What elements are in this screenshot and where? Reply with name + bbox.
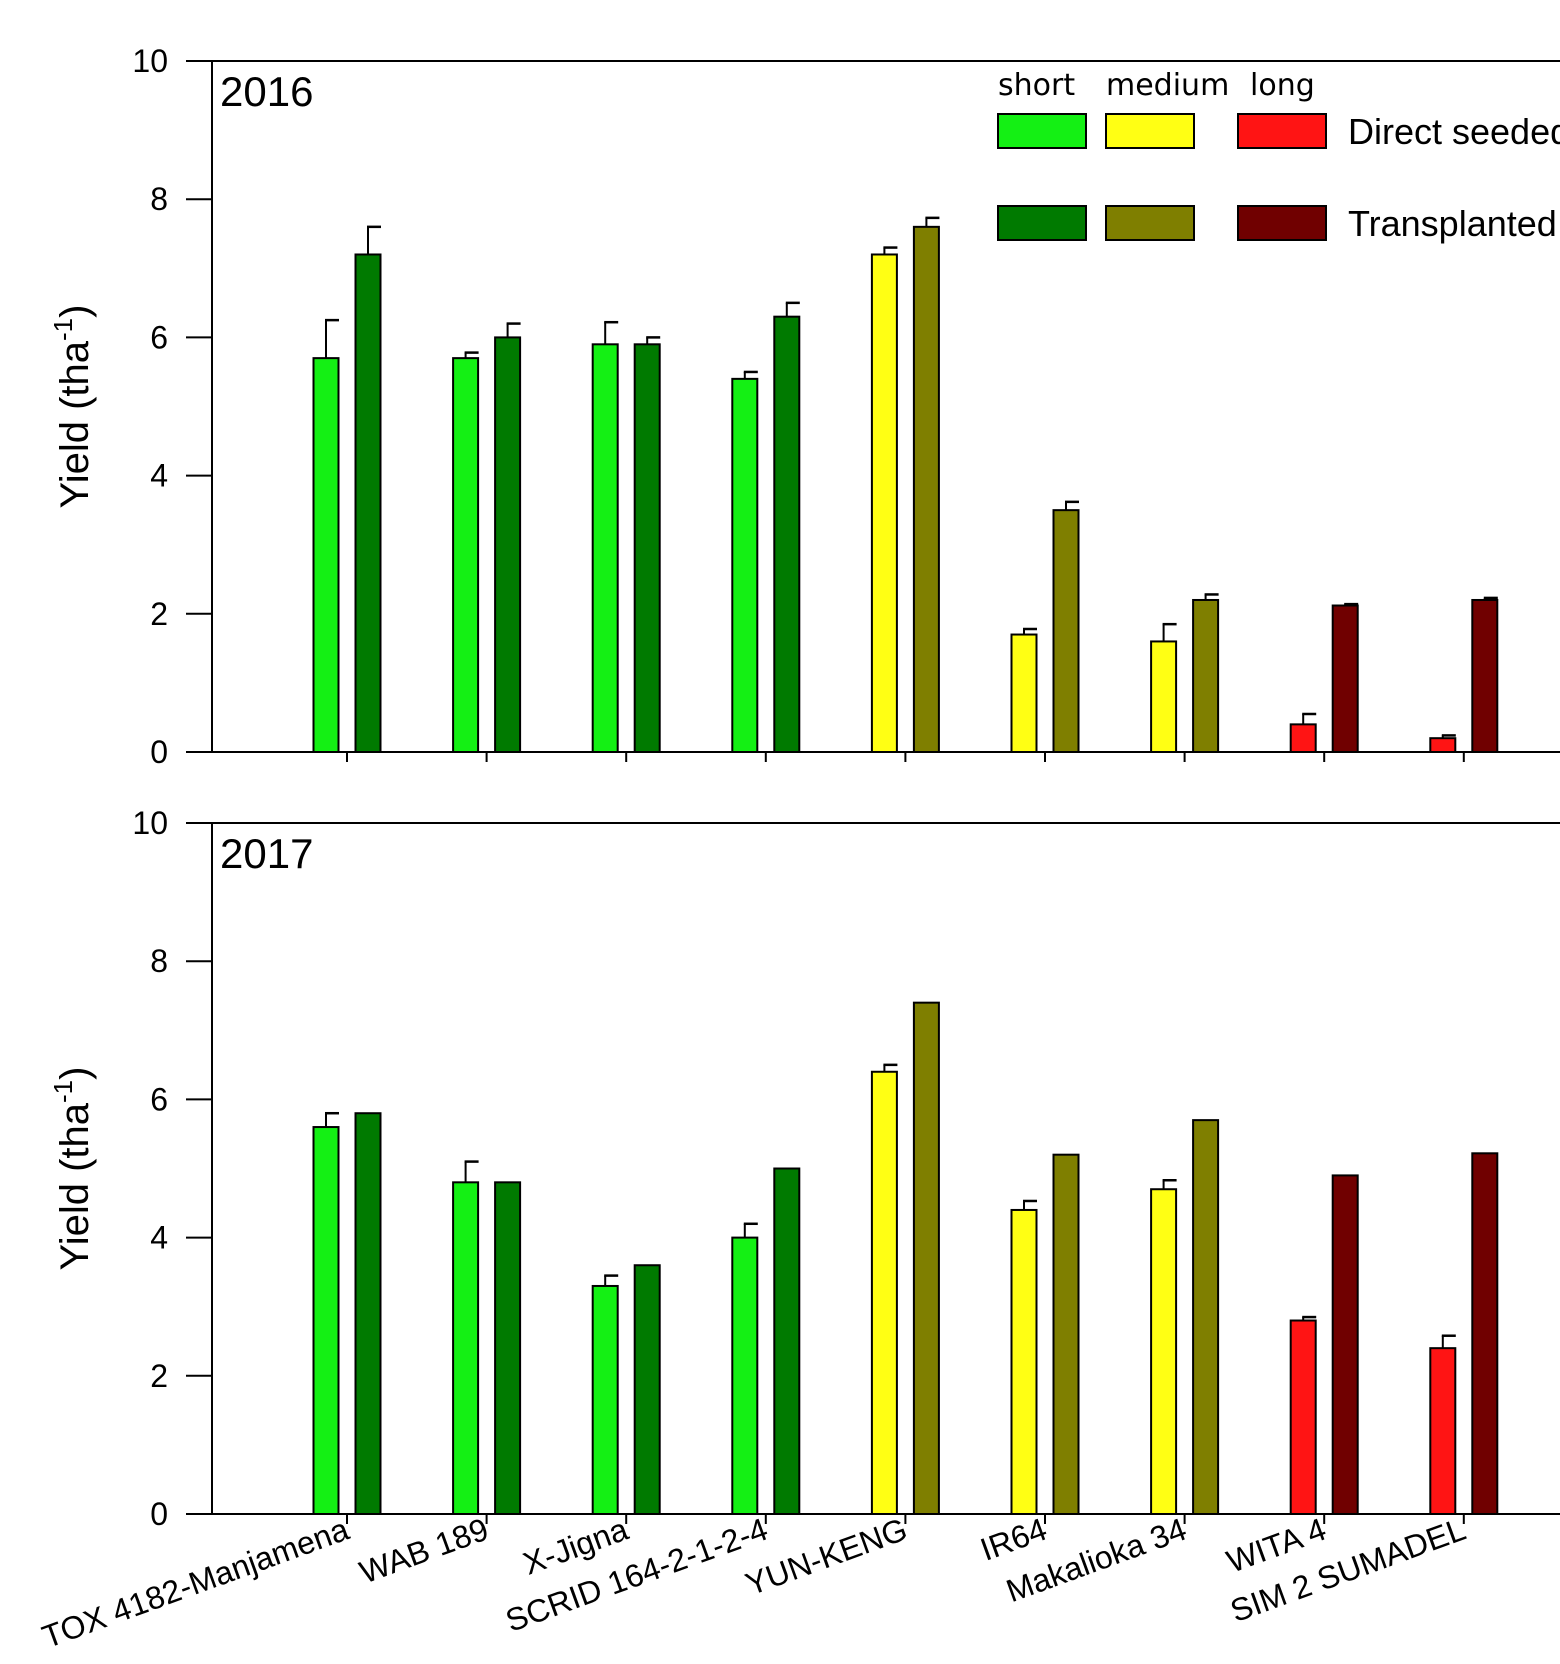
bar	[1192, 1119, 1220, 1515]
bar	[312, 1126, 340, 1516]
y-axis-label-text: Yield (tha	[53, 1102, 97, 1270]
bar	[731, 377, 759, 753]
bar	[1150, 1188, 1178, 1515]
bar	[1150, 640, 1178, 753]
y-axis-label-sup: -1	[48, 1080, 78, 1103]
y-tick-label: 4	[150, 458, 168, 494]
y-tick-label: 2	[150, 596, 168, 632]
bar	[354, 253, 382, 753]
y-axis-label-text: Yield (tha	[53, 340, 97, 508]
y-tick-label: 8	[150, 181, 168, 217]
x-tick-label: TOX 4182-Manjamena	[37, 1511, 353, 1655]
y-tick-label: 10	[132, 43, 168, 79]
panel-2017: 0 2 4 6 8 10 Yield (tha-1) 2017	[48, 805, 1560, 1532]
x-tick-label: YUN-KENG	[741, 1511, 912, 1603]
legend-label: Direct seeded	[1348, 111, 1560, 152]
bar	[494, 1181, 522, 1515]
legend-header-short: short	[998, 68, 1075, 103]
legend-swatch-short-direct	[997, 113, 1087, 149]
legend-swatch-short-transplanted	[997, 205, 1087, 241]
bar	[354, 1112, 382, 1515]
legend-swatch-medium-transplanted	[1105, 205, 1195, 241]
bar	[1052, 509, 1080, 753]
legend-swatch-long-transplanted	[1237, 205, 1327, 241]
x-tick-label: SIM 2 SUMADEL	[1226, 1511, 1471, 1629]
bar	[912, 1001, 940, 1515]
bar	[773, 1167, 801, 1515]
panel-label: 2017	[220, 830, 313, 877]
legend-header-medium: medium	[1106, 68, 1229, 103]
bar	[1429, 1347, 1457, 1516]
bar	[731, 1236, 759, 1515]
y-axis-label-close: )	[53, 1067, 97, 1080]
legend: short medium long Direct seeded Transplanted	[997, 68, 1560, 244]
bar	[1192, 598, 1220, 753]
bar	[773, 315, 801, 753]
bar	[1052, 1153, 1080, 1516]
bar	[494, 336, 522, 753]
y-tick-label: 6	[150, 319, 168, 355]
y-tick-label: 2	[150, 1358, 168, 1394]
y-tick-label: 0	[150, 1496, 168, 1532]
bar	[1010, 1208, 1038, 1515]
y-axis-label: Yield (tha-1)	[48, 1067, 97, 1271]
bar	[912, 225, 940, 753]
y-axis-label-close: )	[53, 305, 97, 318]
panel-2016: 0 2 4 6 8 10 Yield (tha-1) 2016	[48, 43, 1560, 770]
bar	[633, 343, 661, 753]
bar	[1331, 604, 1359, 753]
legend-swatch-long-direct	[1237, 113, 1327, 149]
bar	[1010, 633, 1038, 754]
y-tick-label: 6	[150, 1081, 168, 1117]
x-tick-label: IR64	[976, 1511, 1052, 1568]
bar	[591, 1284, 619, 1515]
legend-label: Transplanted	[1348, 203, 1557, 244]
x-tick-label: WAB 189	[355, 1511, 493, 1591]
y-axis-label-sup: -1	[48, 318, 78, 341]
y-tick-label: 0	[150, 734, 168, 770]
bar	[1331, 1174, 1359, 1516]
y-tick-label: 8	[150, 943, 168, 979]
y-tick-label: 4	[150, 1220, 168, 1256]
legend-swatch-medium-direct	[1105, 113, 1195, 149]
bar	[452, 1181, 480, 1515]
y-tick-label: 10	[132, 805, 168, 841]
bar	[1289, 723, 1317, 753]
bar	[870, 1070, 898, 1515]
bar	[1471, 598, 1499, 753]
bar	[633, 1264, 661, 1515]
bar	[312, 357, 340, 753]
bar	[452, 357, 480, 753]
legend-header-long: long	[1250, 68, 1315, 103]
bar	[1471, 1152, 1499, 1515]
bar	[1289, 1319, 1317, 1516]
y-axis-label: Yield (tha-1)	[48, 305, 97, 509]
bar	[1429, 737, 1457, 753]
bar	[591, 343, 619, 753]
panel-label: 2016	[220, 68, 313, 115]
bar	[870, 253, 898, 753]
